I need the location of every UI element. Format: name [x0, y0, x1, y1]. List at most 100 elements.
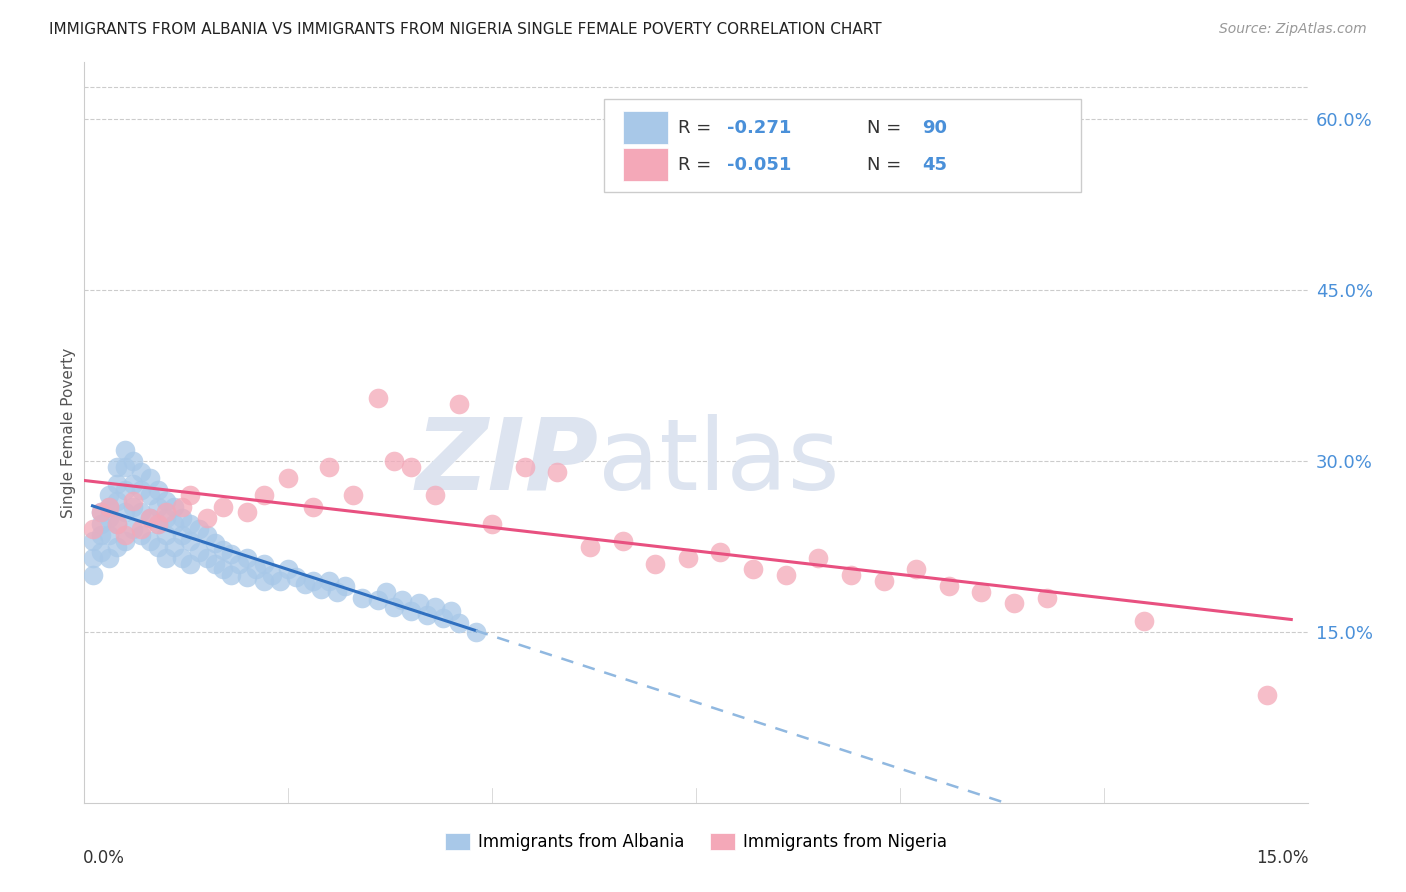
Point: [807, 550, 830, 565]
Point: [163, 500, 186, 514]
Point: [105, 459, 128, 474]
Point: [97, 511, 120, 525]
Point: [131, 466, 153, 480]
Point: [245, 562, 267, 576]
Point: [408, 597, 430, 611]
Text: atlas: atlas: [598, 414, 839, 511]
Point: [449, 397, 471, 411]
Point: [146, 500, 169, 514]
Point: [399, 459, 422, 474]
Text: 45: 45: [922, 155, 948, 174]
Point: [97, 500, 120, 514]
Point: [172, 511, 194, 525]
Point: [309, 582, 332, 596]
Text: Source: ZipAtlas.com: Source: ZipAtlas.com: [1219, 22, 1367, 37]
Text: N =: N =: [868, 119, 907, 136]
Point: [138, 471, 160, 485]
Point: [204, 536, 226, 550]
Point: [114, 459, 136, 474]
Point: [155, 528, 177, 542]
Point: [138, 511, 160, 525]
Point: [382, 454, 405, 468]
Point: [82, 523, 104, 537]
Point: [1002, 597, 1025, 611]
Point: [318, 459, 340, 474]
Point: [146, 483, 169, 497]
Point: [326, 585, 349, 599]
Point: [432, 611, 454, 625]
Text: 90: 90: [922, 119, 948, 136]
Point: [97, 550, 120, 565]
Point: [131, 483, 153, 497]
Point: [1256, 688, 1278, 702]
Point: [97, 500, 120, 514]
Point: [204, 557, 226, 571]
Point: [122, 500, 145, 514]
FancyBboxPatch shape: [623, 148, 668, 181]
Point: [440, 604, 463, 618]
Text: R =: R =: [678, 155, 717, 174]
Point: [90, 545, 112, 559]
Point: [416, 607, 439, 622]
Point: [423, 488, 446, 502]
Point: [382, 599, 405, 614]
Point: [146, 516, 169, 531]
Point: [82, 568, 104, 582]
Point: [318, 574, 340, 588]
Point: [938, 579, 960, 593]
Point: [970, 585, 993, 599]
Point: [187, 523, 209, 537]
Point: [644, 557, 666, 571]
Point: [775, 568, 797, 582]
Point: [105, 494, 128, 508]
Text: -0.051: -0.051: [727, 155, 792, 174]
Point: [449, 615, 471, 630]
Y-axis label: Single Female Poverty: Single Female Poverty: [60, 348, 76, 517]
Point: [301, 574, 323, 588]
Point: [105, 516, 128, 531]
Text: ZIP: ZIP: [415, 414, 598, 511]
Text: N =: N =: [868, 155, 907, 174]
Point: [579, 540, 602, 554]
Point: [163, 516, 186, 531]
Point: [236, 550, 259, 565]
Text: -0.271: -0.271: [727, 119, 792, 136]
Point: [105, 540, 128, 554]
Point: [172, 500, 194, 514]
Point: [122, 523, 145, 537]
Point: [179, 533, 201, 548]
Point: [350, 591, 373, 605]
Point: [138, 511, 160, 525]
Text: 15.0%: 15.0%: [1257, 848, 1309, 867]
Point: [131, 528, 153, 542]
Point: [253, 488, 276, 502]
Point: [90, 505, 112, 519]
Point: [187, 545, 209, 559]
Point: [82, 550, 104, 565]
Point: [301, 500, 323, 514]
Point: [513, 459, 536, 474]
Point: [342, 488, 364, 502]
Point: [399, 604, 422, 618]
Point: [131, 505, 153, 519]
Point: [335, 579, 357, 593]
Point: [146, 516, 169, 531]
Text: IMMIGRANTS FROM ALBANIA VS IMMIGRANTS FROM NIGERIA SINGLE FEMALE POVERTY CORRELA: IMMIGRANTS FROM ALBANIA VS IMMIGRANTS FR…: [49, 22, 882, 37]
Point: [367, 392, 389, 406]
Point: [481, 516, 503, 531]
Point: [90, 516, 112, 531]
Point: [277, 562, 299, 576]
Point: [709, 545, 731, 559]
Point: [612, 533, 634, 548]
Point: [212, 543, 235, 558]
Point: [122, 454, 145, 468]
Point: [228, 557, 250, 571]
Point: [253, 574, 276, 588]
Point: [367, 593, 389, 607]
Point: [212, 500, 235, 514]
Point: [1035, 591, 1057, 605]
Point: [90, 505, 112, 519]
Point: [285, 570, 308, 584]
Point: [464, 624, 486, 639]
Point: [105, 516, 128, 531]
